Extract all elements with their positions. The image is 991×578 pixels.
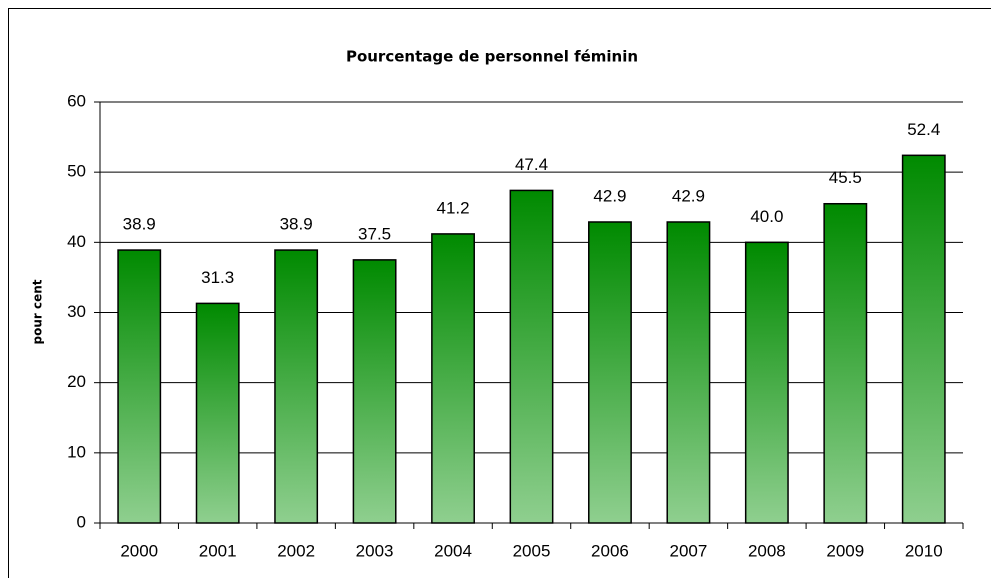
bar: [431, 233, 475, 524]
data-label: 52.4: [907, 120, 940, 139]
bar: [117, 249, 162, 524]
chart-title: Pourcentage de personnel féminin: [346, 48, 638, 66]
bar: [274, 249, 319, 524]
data-label: 38.9: [123, 215, 156, 234]
x-tick-label: 2007: [669, 541, 707, 560]
x-tick-label: 2010: [905, 541, 943, 560]
data-label: 45.5: [829, 168, 862, 187]
data-label: 40.0: [750, 207, 783, 226]
y-tick-label: 30: [67, 302, 86, 321]
bar: [901, 154, 946, 524]
x-tick-label: 2001: [199, 541, 237, 560]
x-tick-label: 2006: [591, 541, 629, 560]
y-axis-label: pour cent: [31, 279, 45, 344]
bar: [588, 221, 632, 524]
x-tick-label: 2004: [434, 541, 472, 560]
x-tick-label: 2008: [748, 541, 786, 560]
data-label: 38.9: [280, 215, 313, 234]
data-label: 31.3: [201, 268, 234, 287]
data-label: 41.2: [436, 198, 469, 217]
y-tick-label: 60: [67, 91, 86, 110]
data-label: 37.5: [358, 224, 391, 243]
data-label: 47.4: [515, 155, 548, 174]
x-tick-label: 2002: [277, 541, 315, 560]
x-tick-label: 2005: [513, 541, 551, 560]
x-tick-label: 2009: [826, 541, 864, 560]
bar: [195, 302, 240, 524]
bar: [666, 221, 711, 524]
chart-border: [8, 8, 991, 578]
data-label: 42.9: [593, 186, 626, 205]
y-tick-label: 50: [67, 162, 86, 181]
y-tick-label: 0: [77, 512, 86, 531]
x-tick-label: 2003: [356, 541, 394, 560]
bar: [823, 202, 868, 524]
bar: [744, 241, 789, 524]
bar: [509, 189, 554, 524]
x-tick-label: 2000: [120, 541, 158, 560]
bar: [352, 259, 397, 524]
data-label: 42.9: [672, 186, 705, 205]
y-tick-label: 20: [67, 372, 86, 391]
y-tick-label: 40: [67, 232, 86, 251]
y-tick-label: 10: [67, 442, 86, 461]
